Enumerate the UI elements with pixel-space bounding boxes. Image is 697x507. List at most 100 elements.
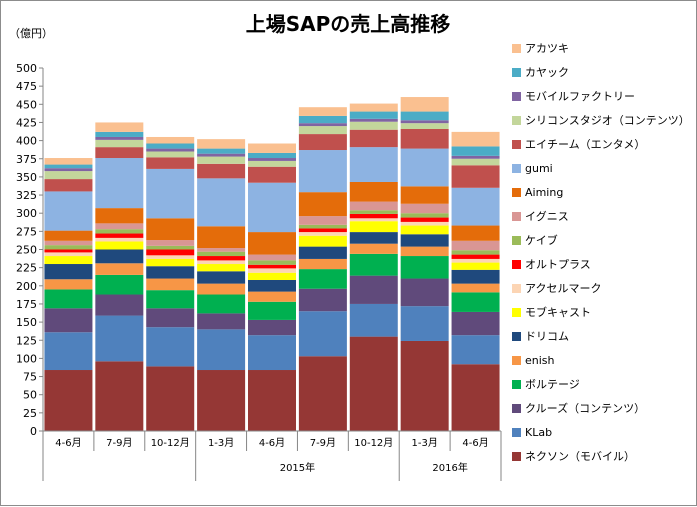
bar-segment	[197, 370, 246, 431]
bar-segment	[146, 258, 195, 267]
y-tick-label: 500	[16, 62, 37, 75]
bar-segment	[95, 208, 144, 224]
bar-segment	[298, 232, 347, 236]
legend-swatch	[512, 92, 521, 101]
bar-segment	[400, 128, 449, 149]
bar-segment	[400, 246, 449, 257]
bar-segment	[248, 166, 296, 183]
legend-label: gumi	[525, 162, 553, 175]
bar-stack	[44, 158, 93, 431]
bar-segment	[197, 251, 246, 257]
bar-segment	[95, 147, 144, 159]
legend-label: アクセルマーク	[525, 282, 601, 295]
legend-label: クルーズ（コンテンツ）	[525, 401, 645, 415]
x-tick-label: 7-9月	[310, 437, 336, 449]
bar-segment	[146, 148, 195, 152]
bar-segment	[248, 319, 296, 336]
y-tick-label: 250	[16, 244, 37, 257]
legend-item: ボルテージ	[512, 378, 580, 391]
y-tick-label: 75	[23, 371, 37, 384]
bar-segment	[44, 230, 93, 241]
bar-segment	[298, 311, 347, 357]
bar-segment	[298, 235, 347, 247]
bar-segment	[349, 232, 398, 244]
bar-segment	[146, 245, 195, 250]
bar-segment	[451, 250, 500, 255]
legend-swatch	[512, 380, 521, 389]
bar-segment	[95, 249, 144, 264]
bar-segment	[451, 131, 500, 147]
legend-label: enish	[525, 354, 555, 367]
bar-segment	[197, 271, 246, 284]
bar-segment	[197, 163, 246, 179]
bar-segment	[349, 221, 398, 233]
y-tick-label: 200	[16, 280, 37, 293]
bar-segment	[400, 340, 449, 431]
bar-segment	[451, 155, 500, 159]
bar-segment	[451, 146, 500, 156]
bar-segment	[298, 224, 347, 229]
bar-segment	[197, 313, 246, 330]
y-axis-unit-label: （億円）	[9, 27, 53, 40]
legend-swatch	[512, 212, 521, 221]
bar-segment	[197, 260, 246, 265]
bar-segment	[400, 186, 449, 204]
bar-segment	[298, 356, 347, 431]
legend-swatch	[512, 356, 521, 365]
plot-area: 0 25 50 75 100 125 150 175 200 225 250 275 300 325 350…	[16, 62, 502, 481]
bar-segment	[400, 217, 449, 222]
bar-segment	[451, 262, 500, 270]
bar-segment	[400, 278, 449, 307]
y-tick-label: 100	[16, 352, 37, 365]
bar-stack	[248, 143, 296, 431]
bar-segment	[146, 143, 195, 149]
bar-segment	[44, 240, 93, 246]
bar-segment	[400, 221, 449, 226]
bar-segment	[248, 254, 296, 261]
bar-segment	[146, 218, 195, 241]
bar-stack	[197, 139, 246, 431]
bar-segment	[95, 263, 144, 275]
bar-segment	[349, 253, 398, 276]
y-tick-label: 350	[16, 171, 37, 184]
legend-label: エイチーム（エンタメ）	[525, 138, 645, 151]
legend-label: モバイルファクトリー	[525, 90, 635, 103]
bar-segment	[146, 157, 195, 169]
bar-segment	[248, 301, 296, 320]
bar-segment	[95, 122, 144, 132]
legend-item: モブキャスト	[512, 305, 591, 319]
bar-segment	[451, 283, 500, 293]
legend-label: カヤック	[525, 66, 569, 79]
bar-segment	[44, 245, 93, 250]
bar-segment	[298, 258, 347, 270]
bar-segment	[197, 178, 246, 227]
bar-segment	[44, 332, 93, 371]
bar-segment	[400, 148, 449, 187]
y-tick-label: 125	[16, 334, 37, 347]
bar-segment	[451, 335, 500, 365]
legend-item: オルトプラス	[512, 258, 591, 271]
x-tick-label: 4-6月	[462, 437, 488, 449]
bar-segment	[197, 153, 246, 157]
legend-item: Aiming	[512, 186, 563, 199]
x-group-label: 2015年	[280, 461, 315, 474]
bar-segment	[349, 243, 398, 254]
legend-swatch	[512, 116, 521, 125]
bar-segment	[298, 288, 347, 312]
legend-swatch	[512, 332, 521, 341]
bar-segment	[95, 158, 144, 209]
bar-segment	[298, 126, 347, 135]
bar-segment	[146, 308, 195, 328]
bar-segment	[400, 203, 449, 214]
bar-segment	[349, 275, 398, 304]
bar-segment	[349, 303, 398, 337]
legend-swatch	[512, 44, 521, 53]
bar-stack	[146, 136, 195, 431]
y-tick-label: 275	[16, 225, 37, 238]
bar-segment	[400, 111, 449, 121]
bar-segment	[349, 218, 398, 222]
legend-label: ボルテージ	[525, 378, 580, 391]
bar-segment	[298, 115, 347, 124]
legend-label: アカツキ	[525, 42, 569, 55]
